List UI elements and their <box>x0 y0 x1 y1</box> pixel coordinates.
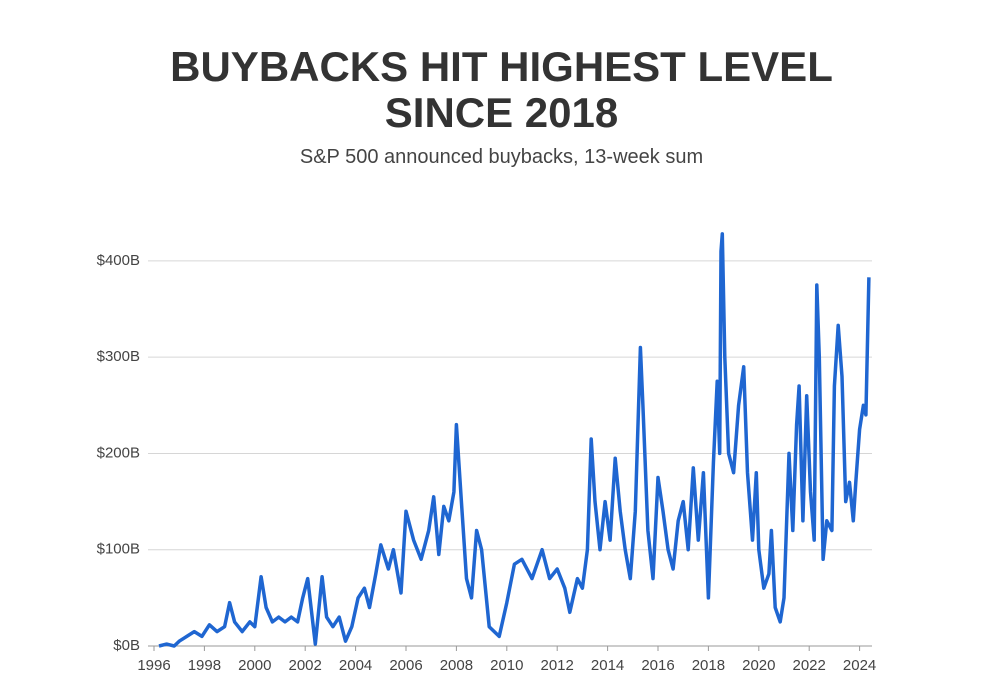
y-tick-label: $0B <box>113 637 140 654</box>
x-tick-label: 2018 <box>692 657 725 674</box>
x-tick-label: 2004 <box>339 657 372 674</box>
chart-title-text: BUYBACKS HIT HIGHEST LEVEL SINCE 2018 <box>170 43 833 136</box>
y-tick-label: $100B <box>97 541 140 558</box>
x-tick-label: 2012 <box>541 657 574 674</box>
x-tick-label: 2020 <box>742 657 775 674</box>
x-tick-label: 2010 <box>490 657 523 674</box>
x-tick-label: 1996 <box>137 657 170 674</box>
y-tick-label: $400B <box>97 252 140 269</box>
line <box>158 232 871 648</box>
x-tick-label: 2016 <box>641 657 674 674</box>
chart-subtitle: S&P 500 announced buybacks, 13-week sum <box>299 146 704 168</box>
x-tick-label: 2006 <box>389 657 422 674</box>
x-tick-label: 2022 <box>793 657 826 674</box>
y-tick-label: $200B <box>97 444 140 461</box>
x-tick-label: 2024 <box>843 657 876 674</box>
y-tick-label: $300B <box>97 348 140 365</box>
x-tick-label: 2014 <box>591 657 624 674</box>
chart-title: BUYBACKS HIT HIGHEST LEVEL SINCE 2018 <box>0 44 1003 136</box>
x-tick-label: 2002 <box>289 657 322 674</box>
x-tick-label: 2000 <box>238 657 271 674</box>
x-tick-label: 1998 <box>188 657 221 674</box>
x-tick-label: 2008 <box>440 657 473 674</box>
